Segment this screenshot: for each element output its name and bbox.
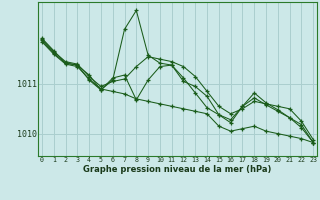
X-axis label: Graphe pression niveau de la mer (hPa): Graphe pression niveau de la mer (hPa) [84,165,272,174]
